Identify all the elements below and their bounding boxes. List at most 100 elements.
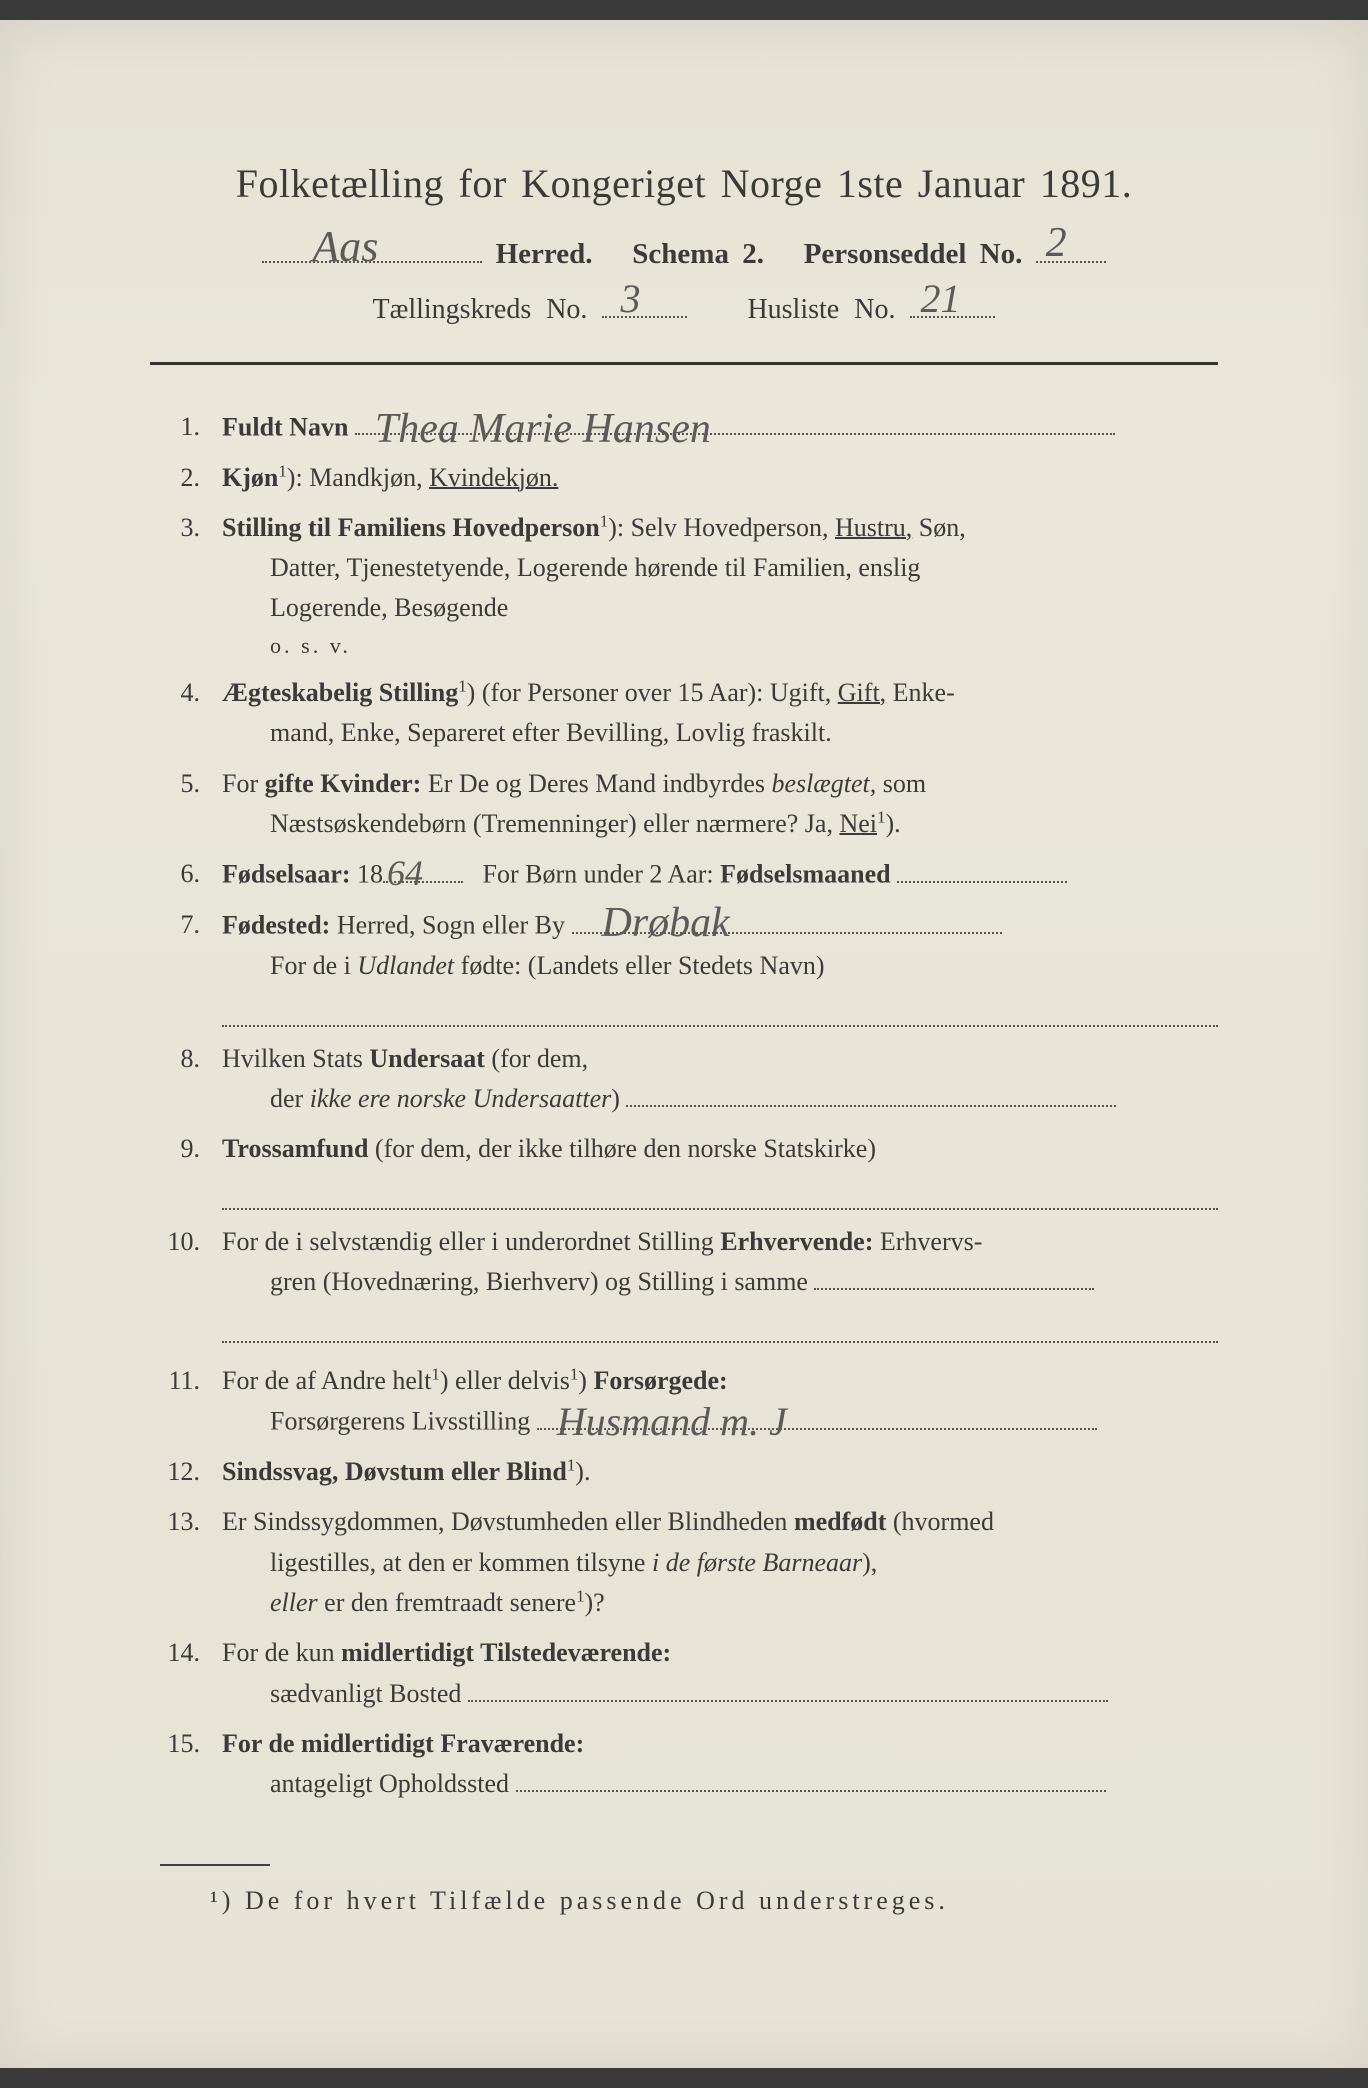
item-12: 12. Sindssvag, Døvstum eller Blind1). xyxy=(160,1452,1218,1492)
item-3: 3. Stilling til Familiens Hovedperson1):… xyxy=(160,508,1218,663)
birthplace-label: Fødested: xyxy=(222,911,330,940)
item7-line2it: Udlandet xyxy=(357,951,454,980)
item-number: 14. xyxy=(160,1633,222,1714)
supporter-field: Husmand m. J xyxy=(537,1401,1097,1430)
temp-absent-label: midlertidigt Fraværende: xyxy=(301,1729,584,1758)
item10-blankline xyxy=(222,1307,1218,1343)
item-body: Trossamfund (for dem, der ikke tilhøre d… xyxy=(222,1129,1218,1210)
divider-rule xyxy=(150,362,1218,365)
item-body: Stilling til Familiens Hovedperson1): Se… xyxy=(222,508,1218,663)
item-body: Fødested: Herred, Sogn eller By Drøbak F… xyxy=(222,905,1218,1027)
relation-opt: Selv Hovedperson, xyxy=(631,513,829,542)
relation-line2: Datter, Tjenestetyende, Logerende hørend… xyxy=(222,548,1218,588)
schema-label: Schema 2. xyxy=(632,238,764,270)
item10-line2: gren (Hovednæring, Bierhverv) og Stillin… xyxy=(270,1267,808,1296)
header-line-2: Aas Herred. Schema 2. Personseddel No. 2 xyxy=(150,231,1218,271)
kreds-field: 3 xyxy=(602,287,687,318)
marital-label: Ægteskabelig Stilling xyxy=(222,678,458,707)
item13-line2it: i de første Barneaar xyxy=(652,1548,862,1577)
relation-label: Stilling til Familiens Hovedperson xyxy=(222,513,600,542)
item7-blankline xyxy=(222,990,1218,1026)
sex-label: Kjøn xyxy=(222,463,278,492)
birthmonth-lead: For Børn under 2 Aar: xyxy=(483,860,714,889)
birthyear-label: Fødselsaar: xyxy=(222,860,351,889)
item-body: For de af Andre helt1) eller delvis1) Fo… xyxy=(222,1361,1218,1442)
item8-text1: Hvilken Stats xyxy=(222,1044,363,1073)
item-body: Er Sindssygdommen, Døvstumheden eller Bl… xyxy=(222,1502,1218,1623)
item-number: 6. xyxy=(160,854,222,895)
item5-nei-selected: Nei xyxy=(839,809,877,838)
item-number: 12. xyxy=(160,1452,222,1492)
item15-field xyxy=(516,1790,1106,1793)
item9-blankline xyxy=(222,1174,1218,1210)
item5-text2: som xyxy=(883,769,926,798)
sex-male: Mandkjøn, xyxy=(309,463,422,492)
item-body: For de midlertidigt Fraværende: antageli… xyxy=(222,1724,1218,1805)
supporter-value: Husmand m. J xyxy=(557,1391,787,1453)
item5-it: beslægtet, xyxy=(772,769,877,798)
disability-label: Sindssvag, Døvstum eller Blind xyxy=(222,1457,567,1486)
item13-text1: Er Sindssygdommen, Døvstumheden eller Bl… xyxy=(222,1507,787,1536)
marital-line2: mand, Enke, Separeret efter Bevilling, L… xyxy=(222,713,1218,753)
occupation-label: Erhvervende: xyxy=(720,1227,873,1256)
item-7: 7. Fødested: Herred, Sogn eller By Drøba… xyxy=(160,905,1218,1027)
item-body: For de kun midlertidigt Tilstedeværende:… xyxy=(222,1633,1218,1714)
item-14: 14. For de kun midlertidigt Tilstedevære… xyxy=(160,1633,1218,1714)
item13-text2: (hvormed xyxy=(893,1507,994,1536)
item15-line2: antageligt Opholdssted xyxy=(270,1769,509,1798)
item13-line3it: eller xyxy=(270,1588,318,1617)
item-13: 13. Er Sindssygdommen, Døvstumheden elle… xyxy=(160,1502,1218,1623)
footnote: ¹) De for hvert Tilfælde passende Ord un… xyxy=(150,1886,1218,1916)
sex-female-selected: Kvindekjøn. xyxy=(429,463,558,492)
item11-text1: For de af Andre helt xyxy=(222,1366,431,1395)
item-number: 1. xyxy=(160,407,222,448)
kreds-value: 3 xyxy=(620,275,640,322)
kreds-label: Tællingskreds No. xyxy=(373,294,588,325)
item-body: Fødselsaar: 1864 For Børn under 2 Aar: F… xyxy=(222,854,1218,895)
item-number: 7. xyxy=(160,905,222,1027)
married-women-label: gifte Kvinder: xyxy=(265,769,422,798)
relation-hustru-selected: Hustru, xyxy=(835,513,912,542)
item13-line3: er den fremtraadt senere xyxy=(324,1588,576,1617)
birthmonth-field xyxy=(897,880,1067,883)
item-number: 10. xyxy=(160,1222,222,1343)
item15-text1: For de xyxy=(222,1729,294,1758)
item11-line2: Forsørgerens Livsstilling xyxy=(270,1407,530,1436)
birthmonth-label: Fødselsmaaned xyxy=(720,860,890,889)
item-body: Ægteskabelig Stilling1) (for Personer ov… xyxy=(222,673,1218,754)
item10-field1 xyxy=(814,1288,1094,1291)
item9-text: (for dem, der ikke tilhøre den norske St… xyxy=(375,1134,876,1163)
item-body: For de i selvstændig eller i underordnet… xyxy=(222,1222,1218,1343)
item-number: 3. xyxy=(160,508,222,663)
header-line-3: Tællingskreds No. 3 Husliste No. 21 xyxy=(150,287,1218,326)
item-9: 9. Trossamfund (for dem, der ikke tilhør… xyxy=(160,1129,1218,1210)
item8-text2: (for dem, xyxy=(491,1044,588,1073)
form-items: 1. Fuldt Navn Thea Marie Hansen 2. Kjøn1… xyxy=(150,407,1218,1805)
item7-line2a: For de i xyxy=(270,951,351,980)
congenital-label: medfødt xyxy=(794,1507,886,1536)
census-form-page: Folketælling for Kongeriget Norge 1ste J… xyxy=(0,20,1368,2068)
item-8: 8. Hvilken Stats Undersaat (for dem, der… xyxy=(160,1039,1218,1120)
temp-present-label: midlertidigt Tilstedeværende: xyxy=(341,1638,671,1667)
item-number: 4. xyxy=(160,673,222,754)
item-number: 11. xyxy=(160,1361,222,1442)
item8-line2it: ikke ere norske Undersaatter xyxy=(310,1084,612,1113)
personseddel-label: Personseddel xyxy=(804,238,967,270)
item5-text1: Er De og Deres Mand indbyrdes xyxy=(428,769,765,798)
no-label: No. xyxy=(980,238,1023,270)
husliste-field: 21 xyxy=(910,287,995,318)
birthplace-value: Drøbak xyxy=(602,891,730,956)
item14-field xyxy=(468,1699,1108,1702)
fullname-field: Thea Marie Hansen xyxy=(355,407,1115,436)
item-body: Hvilken Stats Undersaat (for dem, der ik… xyxy=(222,1039,1218,1120)
item-11: 11. For de af Andre helt1) eller delvis1… xyxy=(160,1361,1218,1442)
herred-field: Aas xyxy=(262,231,482,263)
item-body: Sindssvag, Døvstum eller Blind1). xyxy=(222,1452,1218,1492)
birthyear-field: 64 xyxy=(383,854,463,883)
item5-lead: For xyxy=(222,769,258,798)
item-10: 10. For de i selvstændig eller i underor… xyxy=(160,1222,1218,1343)
birthyear-prefix: 18 xyxy=(357,860,383,889)
fullname-value: Thea Marie Hansen xyxy=(375,397,711,462)
item10-text1: For de i selvstændig eller i underordnet… xyxy=(222,1227,714,1256)
herred-label: Herred. xyxy=(496,238,593,270)
